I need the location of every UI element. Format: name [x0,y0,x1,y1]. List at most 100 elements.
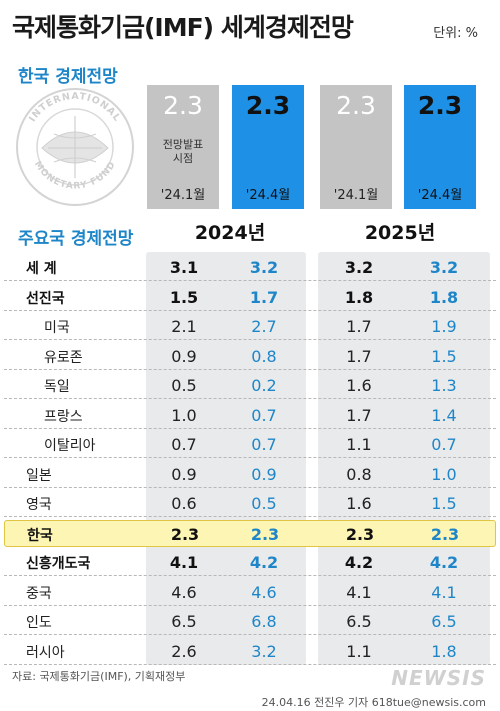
growth-value-v2024-jan: 1.0 [171,405,197,425]
country-name: 인도 [26,615,52,631]
growth-value-v2025-jan: 4.1 [346,582,372,602]
growth-value-v2024-apr: 0.7 [251,435,277,454]
major-countries-title: 주요국 경제전망 [18,229,134,249]
table-row: 선진국 1.5 1.7 1.8 1.8 [4,284,496,311]
growth-value-v2024-apr: 0.7 [251,405,277,425]
growth-value-v2025-jan: 1.1 [346,435,372,454]
growth-value-v2025-jan: 4.2 [344,553,374,572]
country-name: 한국 [27,527,53,544]
table-row: 세 계 3.1 3.2 3.2 3.2 [4,254,496,281]
growth-value-v2024-jan: 4.1 [169,553,199,572]
country-name: 일본 [26,467,52,484]
table-row: 프랑스 1.0 0.7 1.7 1.4 [4,402,496,429]
unit-label: 단위: % [433,26,478,41]
table-row: 신흥개도국 4.1 4.2 4.2 4.2 [4,549,496,576]
growth-value-v2024-apr: 0.8 [251,346,277,366]
bar-value: 2.3 [163,91,203,120]
korea-bar-2024-jan: 2.3 전망발표 시점 '24.1월 [147,85,219,209]
table-row: 한국 2.3 2.3 2.3 2.3 [4,519,496,547]
table-row: 독일 0.5 0.2 1.6 1.3 [4,372,496,399]
growth-value-v2025-apr: 3.2 [429,258,459,277]
table-row: 러시아 2.6 3.2 1.1 1.8 [4,638,496,665]
growth-value-v2025-jan: 1.7 [346,346,372,366]
country-name: 프랑스 [44,408,83,425]
table-row: 미국 2.1 2.7 1.7 1.9 [4,313,496,340]
growth-value-v2025-apr: 4.2 [429,553,459,572]
bar-value: 2.3 [417,91,463,120]
growth-value-v2025-jan: 1.7 [346,405,372,425]
panel-2024 [146,252,306,665]
growth-value-v2024-jan: 0.9 [171,346,197,366]
growth-value-v2024-jan: 2.1 [171,317,197,336]
korea-bar-2025-jan: 2.3 '24.1월 [320,85,392,209]
growth-value-v2024-jan: 0.5 [171,376,197,395]
growth-value-v2024-apr: 0.9 [251,464,277,484]
year-header-2025: 2025년 [364,222,436,244]
growth-value-v2024-apr: 0.2 [251,376,277,395]
credit-line: 24.04.16 전진우 기자 618tue@newsis.com [261,696,486,709]
growth-value-v2025-jan: 6.5 [346,612,372,631]
growth-value-v2025-apr: 1.9 [431,317,457,336]
growth-value-v2025-jan: 1.8 [344,287,374,307]
growth-value-v2024-jan: 1.5 [169,287,199,307]
growth-value-v2025-apr: 1.5 [431,346,457,366]
growth-value-v2024-jan: 0.6 [171,494,197,513]
growth-value-v2025-apr: 1.8 [431,641,457,661]
growth-value-v2025-apr: 2.3 [430,524,460,544]
imf-seal-logo: INTERNATIONAL MONETARY FUND [16,88,134,206]
table-row: 중국 4.6 4.6 4.1 4.1 [4,579,496,606]
country-name: 영국 [26,497,52,513]
source-note: 자료: 국제통화기금(IMF), 기획재정부 [12,670,186,683]
country-name: 미국 [44,320,70,336]
growth-value-v2025-apr: 4.1 [431,582,457,602]
growth-value-v2024-jan: 2.6 [171,641,197,661]
newsis-logo: NEWSIS [391,666,486,690]
growth-value-v2024-jan: 2.3 [170,524,200,544]
announcement-note: 전망발표 시점 [163,138,203,166]
bar-value: 2.3 [245,91,291,120]
growth-value-v2025-apr: 0.7 [431,435,457,454]
bar-value: 2.3 [336,91,376,120]
growth-value-v2024-apr: 4.2 [249,553,279,572]
growth-value-v2025-apr: 1.4 [431,405,457,425]
growth-value-v2025-jan: 1.1 [346,641,372,661]
country-name: 독일 [44,379,70,395]
table-row: 인도 6.5 6.8 6.5 6.5 [4,608,496,635]
country-name: 유로존 [44,349,83,366]
table-row: 일본 0.9 0.9 0.8 1.0 [4,461,496,488]
growth-value-v2025-jan: 3.2 [344,258,374,277]
growth-value-v2025-apr: 1.0 [431,464,457,484]
growth-value-v2024-apr: 2.3 [250,524,280,544]
bar-date: '24.4월 [245,188,291,203]
page-title: 국제통화기금(IMF) 세계경제전망 [12,13,354,42]
country-name: 신흥개도국 [26,556,91,572]
growth-value-v2025-apr: 6.5 [431,612,457,631]
country-name: 중국 [26,585,52,602]
growth-value-v2025-jan: 1.6 [346,376,372,395]
year-header-2024: 2024년 [194,222,266,244]
country-name: 이탈리아 [44,438,96,454]
growth-value-v2024-jan: 0.7 [171,435,197,454]
table-row: 영국 0.6 0.5 1.6 1.5 [4,490,496,517]
growth-value-v2024-jan: 6.5 [171,612,197,631]
bar-date: '24.1월 [333,188,379,203]
growth-value-v2024-jan: 4.6 [171,582,197,602]
table-row: 유로존 0.9 0.8 1.7 1.5 [4,343,496,370]
growth-value-v2024-jan: 3.1 [169,258,199,277]
growth-value-v2024-apr: 2.7 [251,317,277,336]
country-name: 세 계 [26,261,57,277]
korea-bar-2025-apr: 2.3 '24.4월 [404,85,476,209]
growth-value-v2024-apr: 4.6 [251,582,277,602]
growth-value-v2024-apr: 3.2 [249,258,279,277]
panel-2025 [318,252,490,665]
growth-value-v2025-jan: 0.8 [346,464,372,484]
growth-value-v2024-apr: 3.2 [251,641,277,661]
growth-value-v2025-jan: 1.7 [346,317,372,336]
growth-value-v2025-jan: 2.3 [345,524,375,544]
growth-value-v2024-jan: 0.9 [171,464,197,484]
announcement-note-text: 전망발표 시점 [162,138,204,165]
bar-date: '24.1월 [160,188,206,203]
growth-value-v2024-apr: 6.8 [251,612,277,631]
table-row: 이탈리아 0.7 0.7 1.1 0.7 [4,431,496,458]
country-name: 선진국 [26,290,65,307]
